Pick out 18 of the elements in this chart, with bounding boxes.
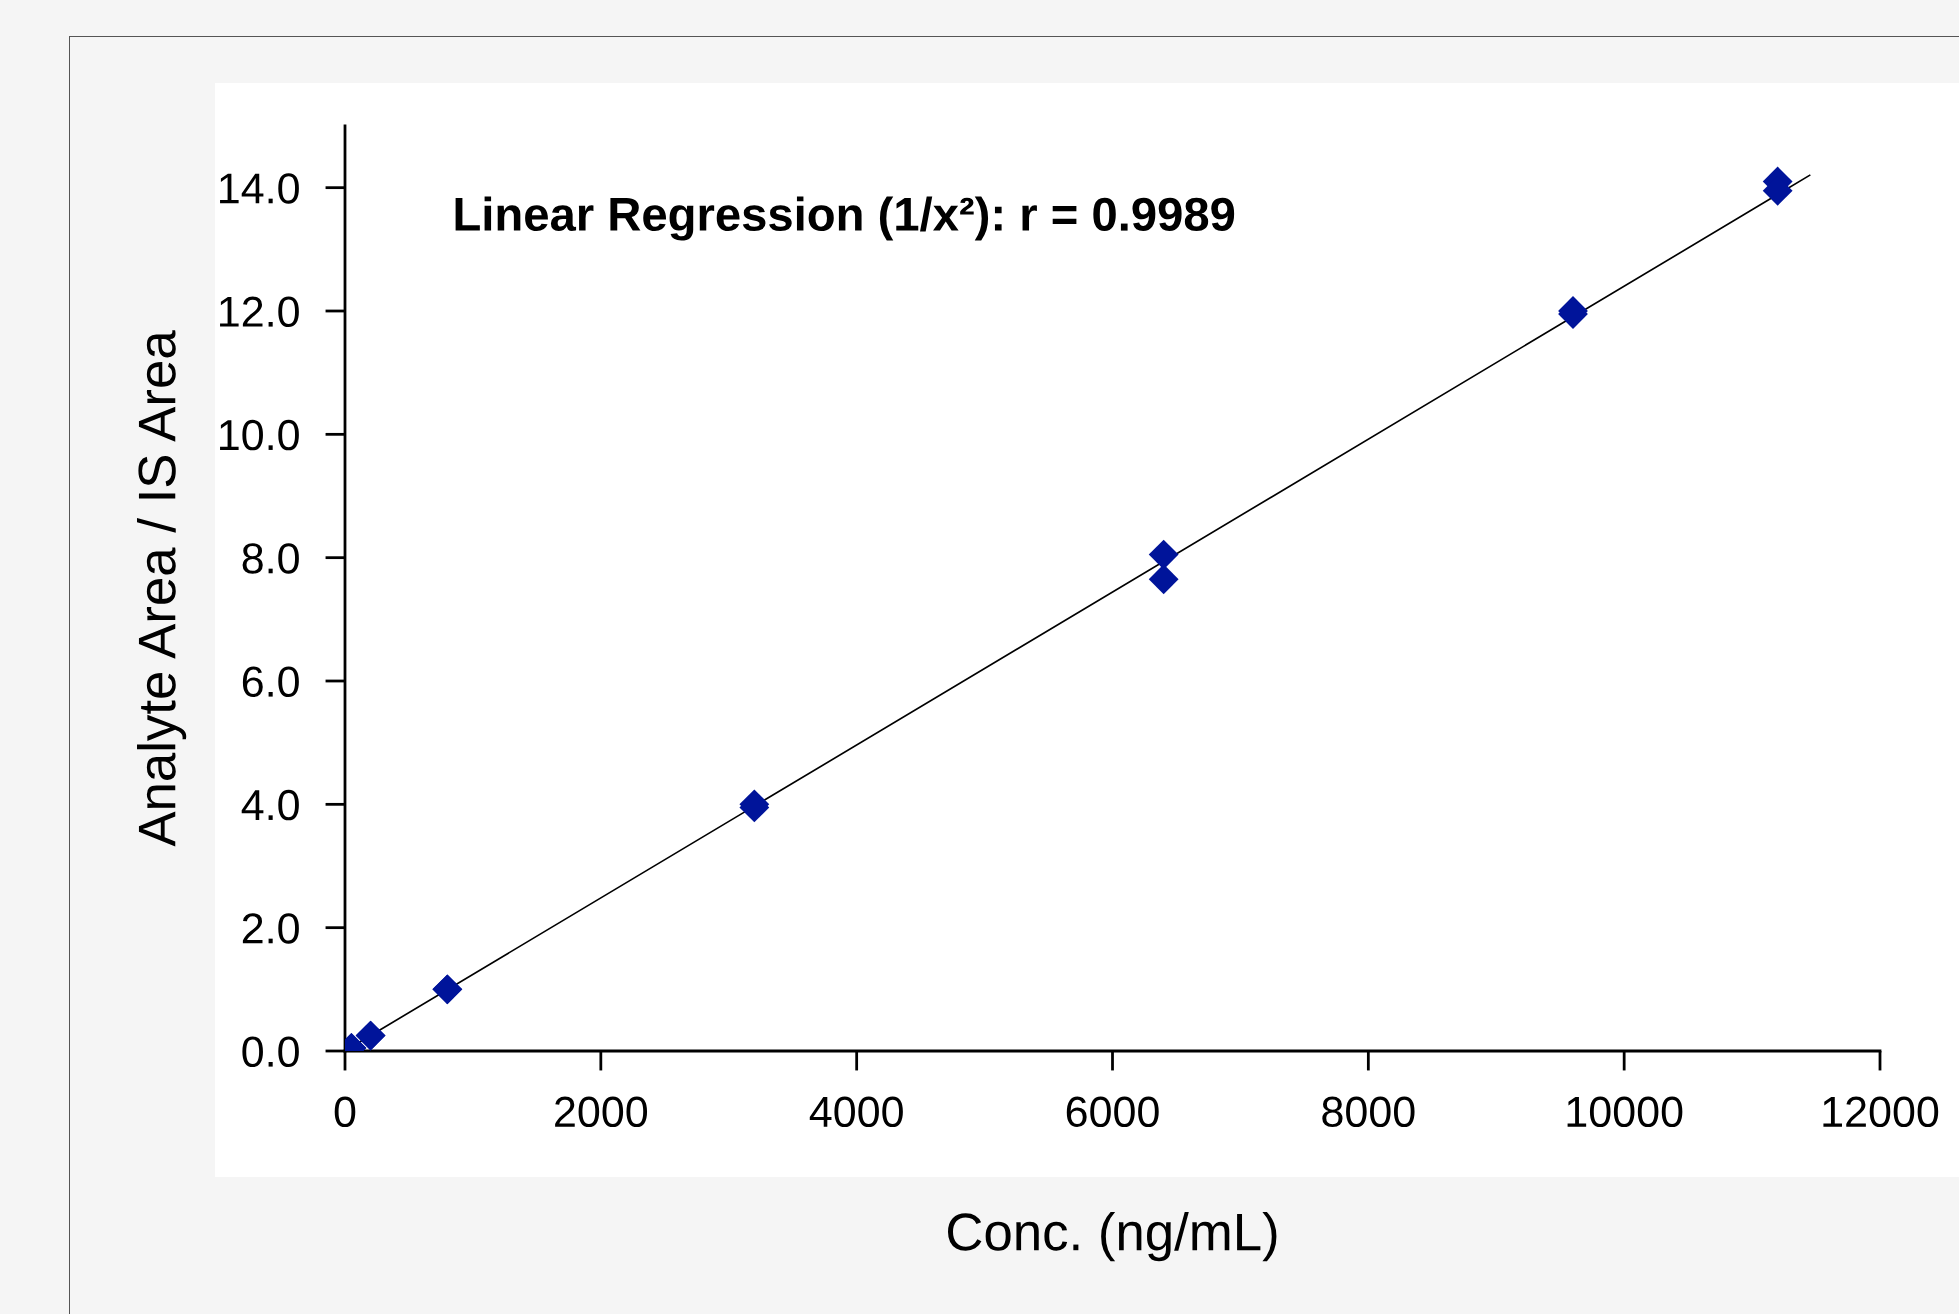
y-tick-label: 4.0 xyxy=(241,789,299,821)
y-tick-label: 14.0 xyxy=(220,173,299,204)
y-axis-title: Analyte Area / IS Area xyxy=(137,330,187,847)
y-tick-label: 6.0 xyxy=(242,666,299,698)
x-tick-label: 10000 xyxy=(1567,1096,1683,1128)
x-tick-label: 6000 xyxy=(1066,1096,1159,1128)
y-tick-label: 10.0 xyxy=(220,419,299,451)
y-tick-label: 0.0 xyxy=(242,1036,299,1068)
x-tick-label: 0 xyxy=(334,1096,356,1128)
y-tick-label: 12.0 xyxy=(220,296,299,328)
x-axis-title: Conc. (ng/mL) xyxy=(948,1211,1277,1262)
y-tick-label: 8.0 xyxy=(242,543,299,574)
x-tick-label: 4000 xyxy=(809,1096,903,1128)
x-tick-label: 8000 xyxy=(1322,1096,1415,1128)
annotation: Linear Regression (1/x²): r = 0.9989 xyxy=(455,196,1235,241)
x-tick-label: 2000 xyxy=(555,1096,648,1128)
x-tick-label: 12000 xyxy=(1823,1096,1939,1128)
y-tick-label: 2.0 xyxy=(242,913,299,944)
